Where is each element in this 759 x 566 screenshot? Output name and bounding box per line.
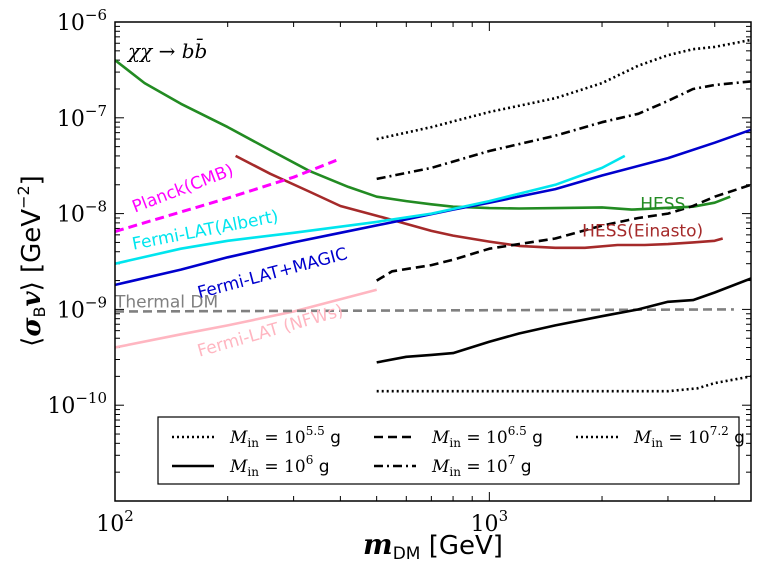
axis-ticks <box>114 21 752 502</box>
x-axis-title: mDM [GeV] <box>363 528 503 564</box>
x-tick-label: 102 <box>96 507 134 537</box>
legend-label: Min = 106 g <box>229 453 330 479</box>
legend-label: Min = 105.5 g <box>229 424 341 450</box>
y-tick-label: 10−8 <box>57 198 107 228</box>
curve-label: Thermal DM <box>114 292 218 312</box>
series-line <box>115 154 626 265</box>
legend-label: Min = 107 g <box>431 453 532 479</box>
series-line <box>376 183 751 282</box>
legend-label: Min = 106.5 g <box>431 424 543 450</box>
series-line <box>115 288 378 349</box>
curve-label: HESS <box>640 195 685 215</box>
y-tick-label: 10−6 <box>57 6 107 36</box>
y-tick-label: 10−9 <box>57 293 107 323</box>
legend: Min = 105.5 g Min = 106.5 g Min = 107.2 g M… <box>157 416 745 485</box>
series-line <box>376 38 751 141</box>
series-layer <box>115 38 751 393</box>
series-line <box>115 59 731 211</box>
curve-label: HESS(Einasto) <box>582 221 703 241</box>
y-tick-label: 10−7 <box>57 102 107 132</box>
x-tick-label: 103 <box>471 507 509 537</box>
series-line <box>376 80 751 181</box>
y-tick-label: 10−10 <box>47 389 107 419</box>
process-label: χχ → bb̄ <box>126 38 207 63</box>
legend-label: Min = 107.2 g <box>633 424 745 450</box>
series-line <box>235 154 724 250</box>
legend-box <box>157 416 740 485</box>
series-line <box>376 375 751 393</box>
series-line <box>115 308 734 313</box>
y-axis-title: ⟨σBv⟩ [GeV−2] <box>14 175 49 347</box>
tick-labels: 102 103 10−10 10−9 10−8 10−7 10−6 <box>47 6 508 537</box>
series-line <box>115 158 337 233</box>
plot-frame <box>114 21 752 502</box>
series-line <box>376 277 751 364</box>
